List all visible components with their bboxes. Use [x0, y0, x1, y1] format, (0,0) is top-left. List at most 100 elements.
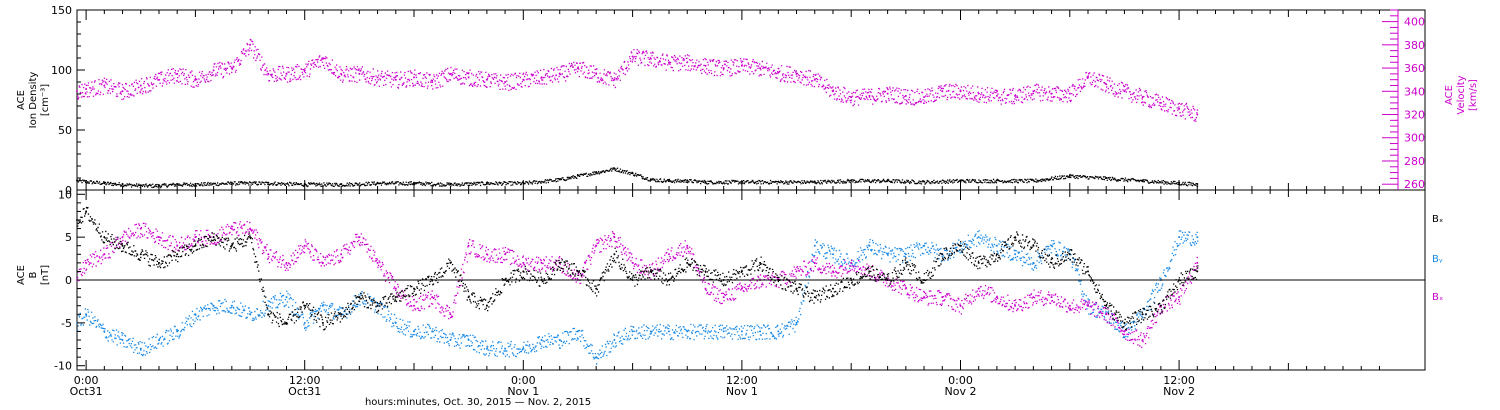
velocity-series-marker [977, 92, 980, 95]
density-series-marker [449, 183, 452, 185]
bz-series-marker [704, 287, 707, 290]
bx-series-marker [212, 236, 215, 239]
velocity-series-marker [230, 67, 233, 70]
bz-series-marker [923, 296, 926, 299]
bx-series-marker [941, 253, 944, 256]
by-series-marker [1196, 236, 1199, 239]
bz-series-marker [1032, 296, 1035, 299]
by-series-marker [904, 253, 907, 256]
bx-series-marker [686, 261, 689, 264]
by-series-marker [176, 330, 179, 333]
bz-series-marker [813, 261, 816, 264]
density-series-marker [850, 179, 853, 182]
density-series-marker [340, 183, 343, 185]
bz-series-marker [540, 261, 543, 264]
bx-series-marker [522, 270, 525, 273]
by-series-marker [649, 330, 652, 333]
by-series-marker [194, 313, 197, 316]
bx-series-marker [413, 287, 415, 290]
velocity-series-marker [813, 78, 816, 81]
bx-series-marker [139, 253, 142, 256]
x-tick-time-label: 0:00 [948, 374, 973, 387]
density-series-marker [1068, 174, 1071, 177]
density-series-marker [76, 179, 78, 182]
bx-series-marker [103, 236, 106, 239]
legend-entry: Bₓ [1432, 292, 1443, 303]
x-tick-time-label: 0:00 [511, 374, 536, 387]
x-tick-date-label: Nov 2 [945, 385, 977, 398]
velocity-series-marker [576, 67, 579, 70]
velocity-series-marker [631, 55, 634, 58]
bx-series-marker [795, 287, 798, 290]
bz-series-marker [668, 253, 670, 256]
by-series-marker [813, 244, 816, 247]
by-series-marker [1050, 244, 1053, 247]
velocity-series-marker [832, 90, 834, 93]
x-axis-title: hours:minutes, Oct. 30, 2015 — Nov. 2, 2… [365, 397, 591, 408]
density-series-marker [923, 180, 926, 183]
velocity-series-marker [139, 84, 142, 87]
density-series-marker [176, 183, 179, 185]
velocity-series-marker [121, 90, 124, 93]
density-series-marker [886, 179, 889, 182]
bz-series-marker [740, 287, 743, 290]
bx-series-marker [267, 313, 270, 316]
bx-series-marker [1159, 304, 1162, 307]
by-series-marker [485, 347, 488, 350]
velocity-series-marker [485, 78, 488, 81]
velocity-series-marker [1087, 76, 1089, 79]
density-axis-label: ACE [16, 90, 27, 110]
bx-series-marker [1196, 270, 1199, 273]
density-series-marker [267, 181, 270, 184]
velocity-series-marker [158, 78, 160, 81]
velocity-series-marker [1123, 90, 1126, 93]
bz-series-marker [413, 304, 415, 307]
density-series-marker [139, 184, 142, 187]
bz-series-marker [631, 261, 634, 264]
density-series-marker [595, 171, 598, 173]
density-series-marker [485, 181, 488, 184]
velocity-series-marker [431, 81, 434, 83]
by-series-marker [321, 304, 324, 307]
field-tick-label: -5 [61, 317, 72, 330]
velocity-series-marker [959, 90, 962, 93]
bz-series-marker [139, 227, 142, 230]
velocity-tick-label: 380 [1404, 39, 1425, 52]
by-series-points [77, 230, 1199, 365]
axes [77, 9, 1425, 370]
by-series-marker [103, 330, 106, 333]
bx-series-marker [576, 270, 579, 273]
density-series-marker [158, 184, 160, 187]
by-series-marker [230, 304, 233, 307]
bx-series-marker [649, 270, 652, 273]
density-series-marker [686, 179, 689, 182]
bx-series-marker [230, 244, 233, 247]
x-tick-date-label: Oct31 [288, 385, 321, 398]
by-series-marker [158, 339, 160, 341]
density-series [76, 167, 1199, 189]
bz-series-marker [194, 236, 197, 239]
density-axis-label: Ion Density [28, 72, 39, 129]
density-series-marker [1196, 183, 1199, 185]
velocity-series-marker [467, 76, 470, 79]
velocity-series-marker [358, 72, 361, 75]
bx-series-marker [194, 244, 197, 247]
bz-series-marker [158, 236, 160, 239]
by-series-marker [394, 321, 397, 324]
velocity-tick-label: 300 [1404, 132, 1425, 145]
by-series-marker [1032, 261, 1035, 264]
velocity-tick-label: 400 [1404, 16, 1425, 29]
density-tick-label: 0 [65, 184, 72, 197]
by-series-marker [1014, 253, 1017, 256]
by-series-marker [759, 330, 762, 333]
bz-series-marker [1087, 304, 1089, 307]
legend-entry: Bₓ [1432, 214, 1443, 225]
bz-series-marker [85, 261, 88, 264]
bz-series-marker [285, 261, 288, 264]
bz-series-marker [103, 253, 106, 256]
velocity-series-points [77, 38, 1199, 122]
bx-series-marker [467, 296, 470, 299]
velocity-axis-label: [km/s] [1468, 79, 1479, 111]
velocity-series-marker [303, 69, 306, 72]
bz-series-marker [595, 244, 598, 247]
